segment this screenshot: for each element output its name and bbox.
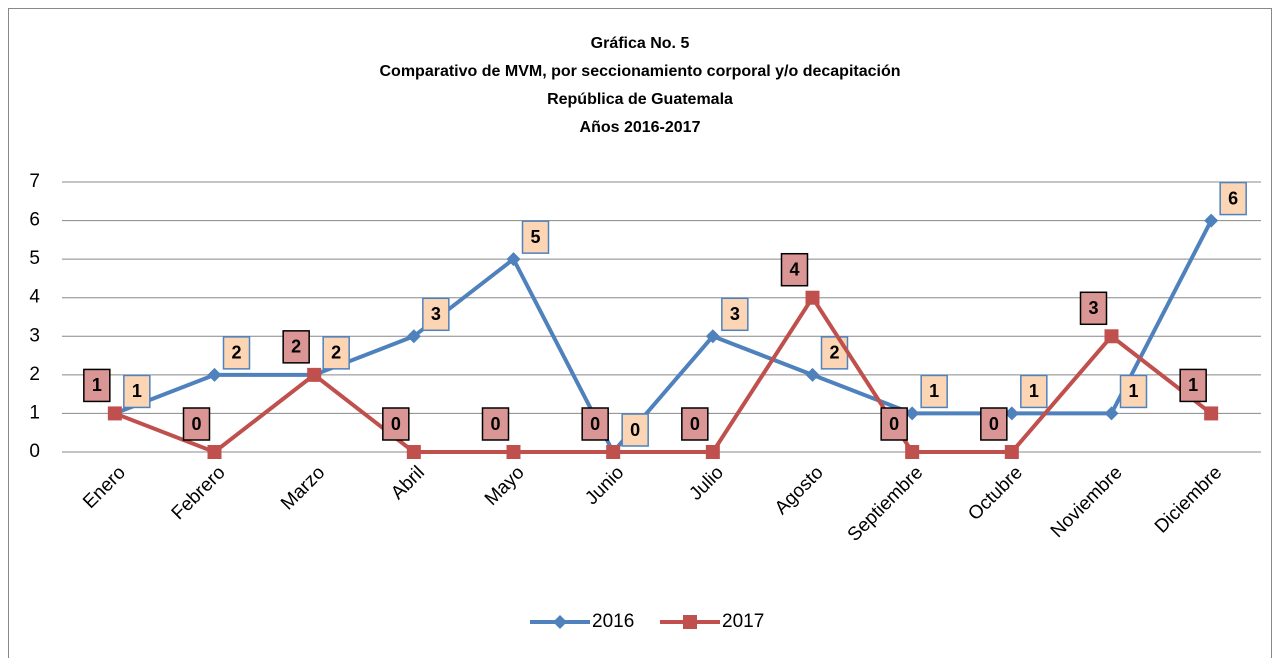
data-label: 1 xyxy=(1128,381,1138,401)
marker xyxy=(705,445,720,459)
marker xyxy=(207,445,222,459)
data-label-box xyxy=(1119,374,1148,409)
y-tick-label: 2 xyxy=(29,364,40,385)
data-label: 3 xyxy=(1088,298,1098,318)
chart-title: Años 2016-2017 xyxy=(580,119,701,136)
marker xyxy=(207,367,222,382)
data-label: 1 xyxy=(929,381,939,401)
chart-title: Gráfica No. 5 xyxy=(591,35,690,52)
data-label-box xyxy=(581,407,609,441)
data-label-box xyxy=(182,407,211,441)
data-label-box xyxy=(123,374,151,409)
marker xyxy=(1004,406,1019,421)
marker xyxy=(506,445,521,459)
marker xyxy=(107,406,122,421)
data-label: 6 xyxy=(1228,188,1238,208)
legend-marker xyxy=(553,615,567,629)
data-label: 0 xyxy=(391,414,401,434)
marker xyxy=(805,290,820,305)
data-label-box xyxy=(83,368,111,403)
data-label: 0 xyxy=(889,414,899,434)
chart-title: Comparativo de MVM, por seccionamiento c… xyxy=(380,63,901,80)
data-label: 3 xyxy=(431,304,441,324)
data-label: 0 xyxy=(191,414,201,434)
legend-label: 2017 xyxy=(722,611,764,632)
marker xyxy=(307,367,322,382)
data-label: 5 xyxy=(530,227,540,247)
data-label-box xyxy=(1020,374,1048,409)
y-tick-label: 6 xyxy=(29,210,40,231)
data-label-box xyxy=(422,297,450,332)
marker xyxy=(905,406,920,421)
data-label: 1 xyxy=(1029,381,1039,401)
y-tick-label: 7 xyxy=(29,171,40,192)
data-label-box xyxy=(481,407,510,441)
data-label: 0 xyxy=(590,414,600,434)
data-label: 0 xyxy=(989,414,999,434)
data-label-box xyxy=(780,252,809,287)
data-label: 4 xyxy=(789,259,799,279)
y-tick-label: 5 xyxy=(29,248,40,269)
data-label-box xyxy=(880,407,908,441)
data-label: 2 xyxy=(331,343,341,363)
y-tick-label: 3 xyxy=(29,325,40,346)
data-label: 3 xyxy=(730,304,740,324)
data-label-box xyxy=(1179,368,1207,403)
data-label-box xyxy=(920,374,948,409)
y-tick-label: 4 xyxy=(29,287,40,308)
data-label-box xyxy=(721,297,749,332)
data-label-box xyxy=(681,407,709,441)
data-label-box xyxy=(521,220,550,254)
marker xyxy=(406,329,421,344)
data-label: 0 xyxy=(490,414,500,434)
marker xyxy=(1204,213,1219,228)
data-label: 1 xyxy=(92,375,102,395)
data-label-box xyxy=(222,336,251,370)
y-tick-label: 0 xyxy=(29,441,40,462)
marker xyxy=(1204,406,1219,421)
y-tick-label: 1 xyxy=(29,402,40,423)
data-label: 1 xyxy=(132,381,142,401)
marker xyxy=(606,445,621,459)
marker xyxy=(506,252,521,267)
data-label-box xyxy=(382,407,410,441)
marker xyxy=(1104,406,1119,421)
data-label: 2 xyxy=(231,343,241,363)
series-line xyxy=(114,219,1213,456)
marker xyxy=(905,445,920,459)
marker xyxy=(705,329,720,344)
data-label-box xyxy=(322,336,350,370)
data-label-box xyxy=(980,407,1008,441)
data-label-box xyxy=(621,413,649,447)
data-label: 0 xyxy=(690,414,700,434)
marker xyxy=(1104,329,1119,344)
data-label-box xyxy=(282,330,310,364)
marker xyxy=(805,367,820,382)
data-label-box xyxy=(1079,291,1108,326)
legend-label: 2016 xyxy=(592,611,634,632)
data-label: 2 xyxy=(291,337,301,357)
marker xyxy=(406,445,421,459)
chart-border xyxy=(8,8,1272,658)
data-label: 1 xyxy=(1188,375,1198,395)
data-label-box xyxy=(1219,181,1247,216)
series-line xyxy=(114,294,1213,455)
chart-title: República de Guatemala xyxy=(547,91,733,108)
legend-marker xyxy=(683,615,697,629)
data-label: 0 xyxy=(630,420,640,440)
marker xyxy=(1004,445,1019,459)
data-label: 2 xyxy=(829,343,839,363)
